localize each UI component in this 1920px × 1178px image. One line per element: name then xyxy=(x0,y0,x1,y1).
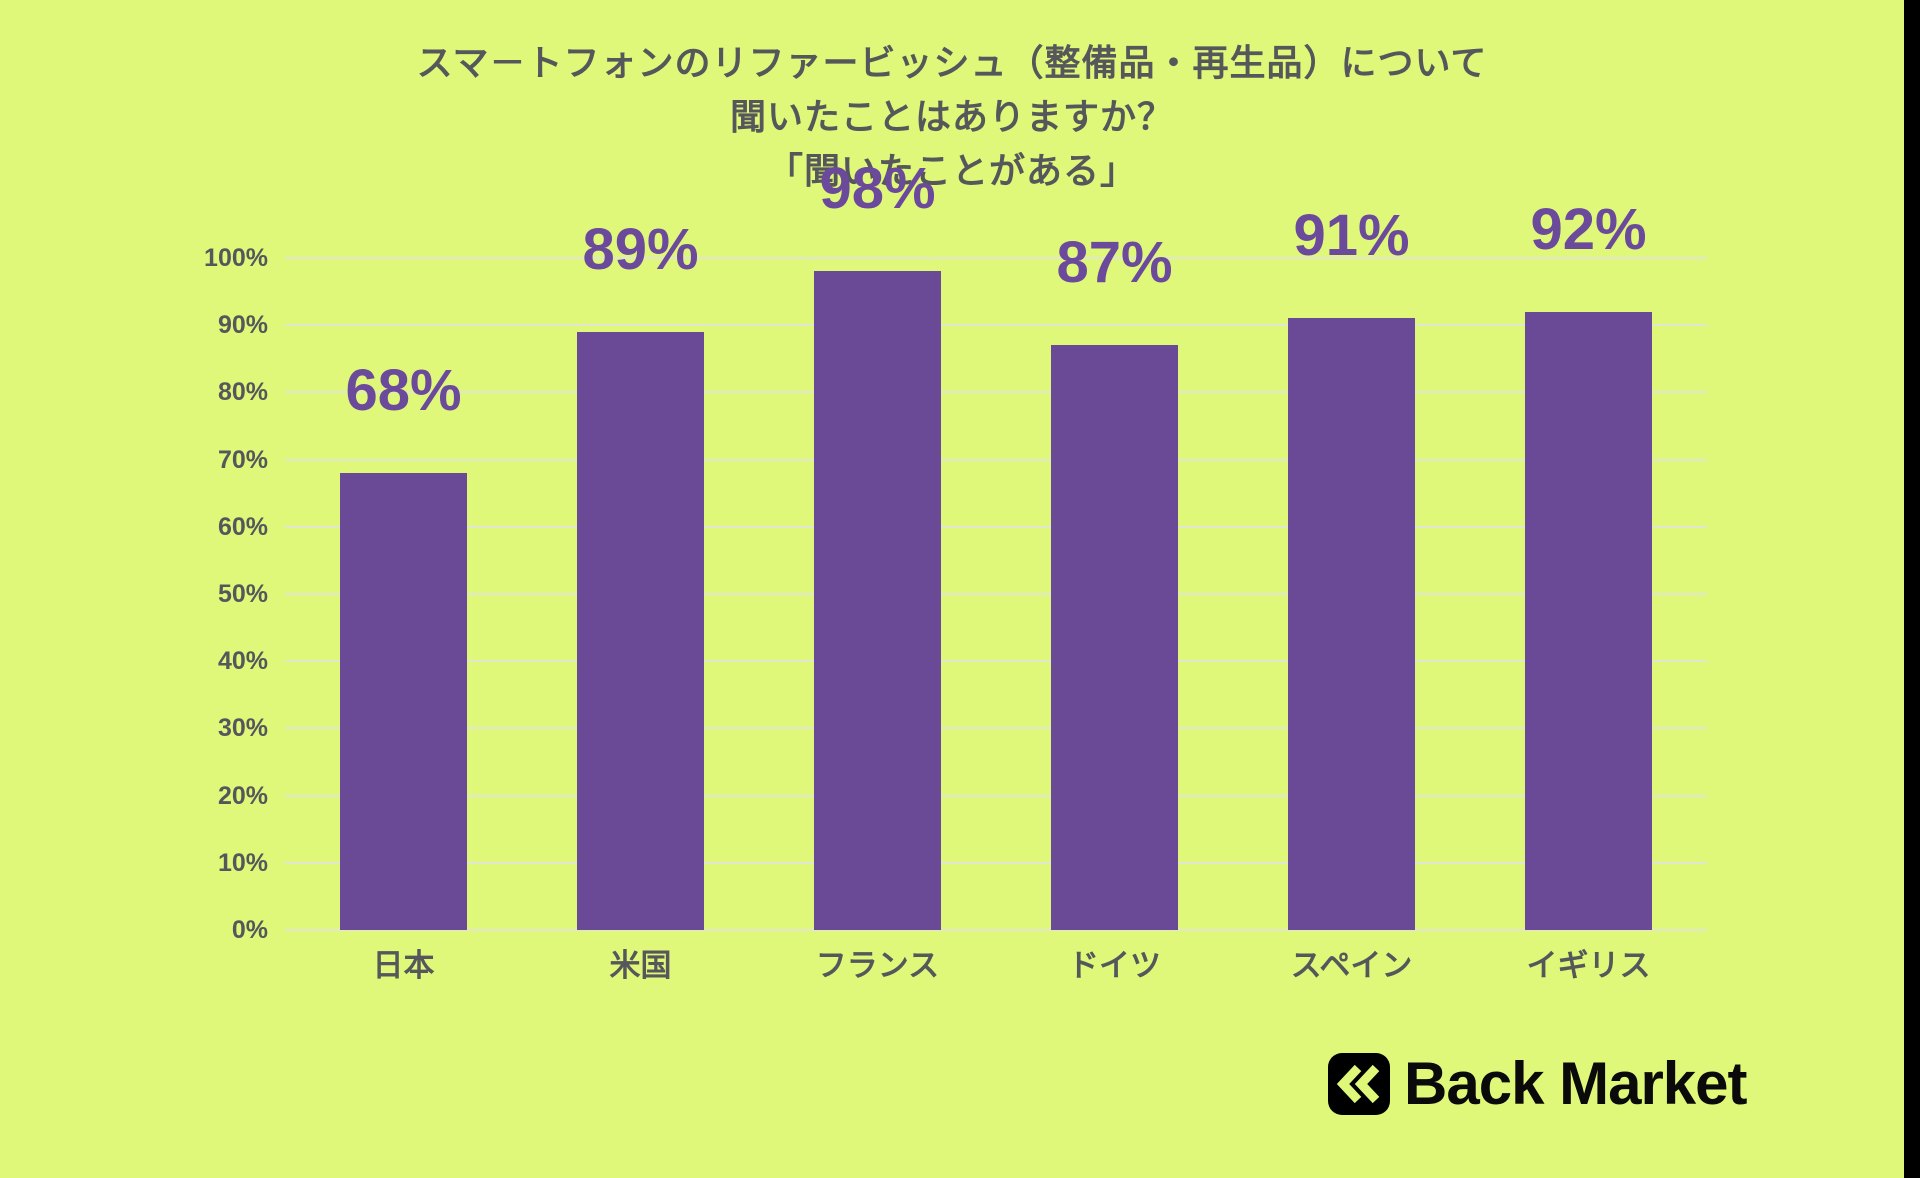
bar-米国 xyxy=(577,331,704,930)
chart-title: スマ－トフォンのリファービッシュ（整備品・再生品）について 聞いたことはあります… xyxy=(0,36,1904,198)
gridline-20 xyxy=(285,794,1707,797)
gridline-0 xyxy=(285,929,1707,931)
gridline-50 xyxy=(285,593,1707,595)
x-axis-label-イギリス: イギリス xyxy=(1526,948,1651,983)
y-axis-tick-label: 40% xyxy=(217,647,268,676)
bar-スペイン xyxy=(1288,318,1415,930)
y-axis-tick-label: 20% xyxy=(217,781,268,810)
x-axis-label-ドイツ: ドイツ xyxy=(1068,948,1161,983)
x-axis-label-米国: 米国 xyxy=(609,948,672,983)
bar-value-label: 89% xyxy=(582,216,699,282)
bar-value-label: 87% xyxy=(1056,230,1173,296)
y-axis-tick-label: 60% xyxy=(217,512,268,541)
y-axis-tick-label: 100% xyxy=(204,244,268,272)
gridline-30 xyxy=(285,727,1707,730)
bar-value-label: 98% xyxy=(819,156,936,222)
bar-value-label: 92% xyxy=(1530,196,1647,262)
y-axis-tick-label: 90% xyxy=(217,311,268,340)
gridline-100 xyxy=(285,257,1707,259)
x-axis-label-日本: 日本 xyxy=(372,948,435,983)
back-market-logo: Back Market xyxy=(1328,1048,1748,1120)
bar-イギリス xyxy=(1525,311,1652,930)
y-axis-tick-label: 0% xyxy=(231,916,268,944)
gridline-70 xyxy=(285,458,1707,461)
bar-value-label: 68% xyxy=(345,358,462,424)
chart-title-line-1: スマ－トフォンのリファービッシュ（整備品・再生品）について xyxy=(416,42,1488,83)
bar-日本 xyxy=(340,473,467,930)
y-axis-tick-label: 10% xyxy=(217,848,268,877)
bar-ドイツ xyxy=(1051,345,1178,930)
y-axis-tick-label: 80% xyxy=(217,378,268,407)
y-axis-tick-label: 70% xyxy=(217,445,268,474)
gridline-40 xyxy=(285,660,1707,663)
gridline-60 xyxy=(285,525,1707,528)
x-axis-label-スペイン: スペイン xyxy=(1290,948,1413,983)
back-market-logo-icon xyxy=(1328,1053,1390,1115)
chart-title-line-2: 聞いたことはありますか？ xyxy=(729,96,1174,137)
y-axis-tick-label: 50% xyxy=(217,580,268,608)
x-axis-label-フランス: フランス xyxy=(815,948,940,983)
back-market-logo-text: Back Market xyxy=(1404,1050,1748,1117)
gridline-10 xyxy=(285,861,1707,864)
gridline-80 xyxy=(285,391,1707,394)
y-axis-tick-label: 30% xyxy=(217,714,268,743)
chart-title-line-3: 「聞いたことがある」 xyxy=(766,150,1137,191)
gridline-90 xyxy=(285,324,1707,327)
bar-value-label: 91% xyxy=(1293,203,1410,269)
bar-フランス xyxy=(814,271,941,930)
